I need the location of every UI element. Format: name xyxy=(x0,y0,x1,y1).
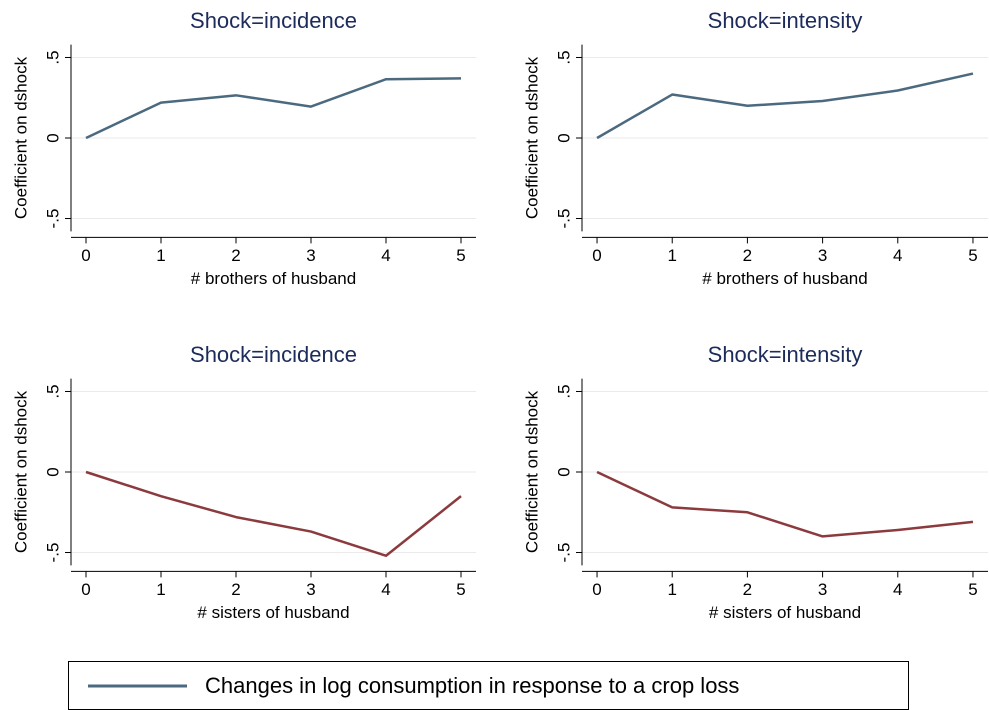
data-line xyxy=(596,72,974,140)
y-axis-title: Coefficient on dshock xyxy=(11,390,30,553)
x-tick-label: 3 xyxy=(306,246,315,265)
x-tick-label: 5 xyxy=(456,580,465,599)
x-tick-label: 1 xyxy=(667,580,676,599)
y-tick-label: -.5 xyxy=(43,209,62,229)
x-tick-label: 0 xyxy=(81,580,90,599)
y-tick-label: 0 xyxy=(43,467,62,476)
x-axis-title: # brothers of husband xyxy=(702,269,867,288)
y-axis-title: Coefficient on dshock xyxy=(11,56,30,219)
x-tick-label: 0 xyxy=(81,246,90,265)
x-axis-title: # sisters of husband xyxy=(709,603,861,622)
x-tick-label: 1 xyxy=(156,246,165,265)
x-tick-label: 1 xyxy=(156,580,165,599)
data-line xyxy=(85,77,462,140)
x-tick-label: 3 xyxy=(818,580,827,599)
x-tick-label: 3 xyxy=(306,580,315,599)
data-line xyxy=(85,470,462,557)
y-tick-label: 0 xyxy=(554,133,573,142)
y-tick-label: .5 xyxy=(43,384,62,398)
x-tick-label: 5 xyxy=(968,580,977,599)
panel-title: Shock=intensity xyxy=(708,8,863,33)
x-tick-label: 0 xyxy=(592,580,601,599)
x-tick-label: 2 xyxy=(231,246,240,265)
x-tick-label: 4 xyxy=(381,580,390,599)
y-tick-label: -.5 xyxy=(43,543,62,563)
x-tick-label: 2 xyxy=(231,580,240,599)
y-tick-label: .5 xyxy=(554,384,573,398)
x-axis-title: # brothers of husband xyxy=(191,269,356,288)
y-axis-title: Coefficient on dshock xyxy=(522,56,541,219)
x-tick-label: 5 xyxy=(968,246,977,265)
legend-label: Changes in log consumption in response t… xyxy=(205,673,739,698)
x-tick-label: 4 xyxy=(893,246,902,265)
x-axis-title: # sisters of husband xyxy=(197,603,349,622)
panel-title: Shock=intensity xyxy=(708,342,863,367)
x-tick-label: 1 xyxy=(667,246,676,265)
y-tick-label: 0 xyxy=(43,133,62,142)
panel-title: Shock=incidence xyxy=(190,8,357,33)
x-tick-label: 3 xyxy=(818,246,827,265)
x-tick-label: 5 xyxy=(456,246,465,265)
y-tick-label: .5 xyxy=(43,50,62,64)
x-tick-label: 4 xyxy=(381,246,390,265)
y-axis-title: Coefficient on dshock xyxy=(522,390,541,553)
y-tick-label: -.5 xyxy=(554,209,573,229)
x-tick-label: 4 xyxy=(893,580,902,599)
data-line xyxy=(596,470,974,538)
x-tick-label: 0 xyxy=(592,246,601,265)
y-tick-label: 0 xyxy=(554,467,573,476)
x-tick-label: 2 xyxy=(743,580,752,599)
panel-title: Shock=incidence xyxy=(190,342,357,367)
y-tick-label: .5 xyxy=(554,50,573,64)
y-tick-label: -.5 xyxy=(554,543,573,563)
x-tick-label: 2 xyxy=(743,246,752,265)
